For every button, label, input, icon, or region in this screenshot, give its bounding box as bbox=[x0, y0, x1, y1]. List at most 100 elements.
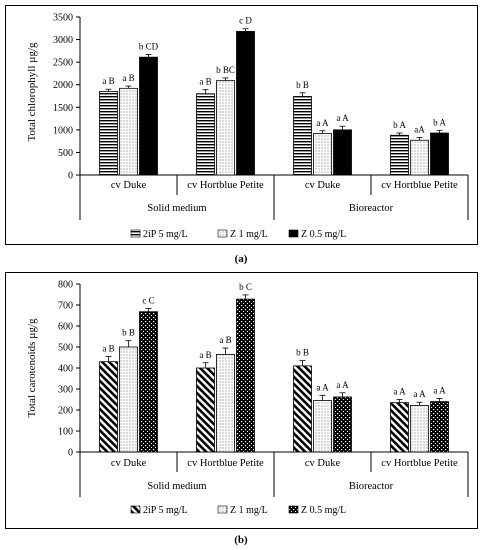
panel-b-significance-label: a B bbox=[219, 335, 231, 345]
panel-b-significance-label: a A bbox=[413, 389, 426, 399]
panel-b-category-label: cv Duke bbox=[305, 458, 341, 469]
panel-b-group-label: Solid medium bbox=[147, 481, 206, 492]
legend-b-label-z1: Z 1 mg/L bbox=[230, 505, 268, 516]
panel-b-group-label: Bioreactor bbox=[349, 481, 394, 492]
panel-a-significance-label: b A bbox=[433, 117, 446, 127]
panel-a-frame bbox=[5, 5, 478, 245]
panel-a-significance-label: a B bbox=[102, 76, 114, 86]
panel-a-bar bbox=[390, 134, 409, 176]
panel-b-bar bbox=[390, 402, 409, 453]
panel-a-bar bbox=[333, 129, 352, 176]
panel-a-group-label: Bioreactor bbox=[349, 203, 394, 214]
panel-b-category-label: cv Hortblue Petite bbox=[187, 458, 264, 469]
panel-b-significance-label: b B bbox=[122, 328, 135, 338]
panel-b-category-label: cv Hortblue Petite bbox=[381, 458, 458, 469]
panel-a-significance-label: b BC bbox=[216, 65, 235, 75]
legend-b-swatch-z1 bbox=[217, 505, 228, 514]
panel-a-y-tick-label: 500 bbox=[58, 148, 73, 159]
panel-a-caption: (a) bbox=[235, 253, 248, 265]
panel-b-significance-label: a A bbox=[393, 387, 406, 397]
legend-a-swatch-2ip bbox=[130, 229, 141, 238]
panel-a-category-label: cv Hortblue Petite bbox=[187, 180, 264, 191]
panel-a-plot: 0 500 1000 1500 2000 2500 3000 3500 cv Duke cv Ho… bbox=[53, 13, 469, 220]
legend-a-label-2ip: 2iP 5 mg/L bbox=[143, 229, 188, 240]
panel-a-bar bbox=[293, 96, 312, 176]
panel-a-significance-label: a B bbox=[122, 73, 134, 83]
legend-a-swatch-z1 bbox=[217, 229, 228, 238]
panel-b-bar bbox=[410, 404, 429, 453]
panel-a-category-label: cv Duke bbox=[305, 180, 341, 191]
panel-b: Total carotenoids µg/g 0 100 200 300 400 500 6… bbox=[5, 272, 478, 529]
panel-b-y-tick-label: 600 bbox=[58, 322, 73, 333]
panel-b-bar bbox=[236, 298, 255, 453]
panel-b-y-tick-label: 100 bbox=[58, 427, 73, 438]
panel-b-y-tick-label: 800 bbox=[58, 280, 73, 291]
legend-b-swatch-z05 bbox=[288, 505, 299, 514]
panel-b-significance-label: b B bbox=[296, 348, 309, 358]
panel-a-bar bbox=[99, 91, 118, 176]
panel-b-bar bbox=[216, 353, 235, 453]
panel-b-y-tick-label: 300 bbox=[58, 385, 73, 396]
panel-a-y-tick-label: 1500 bbox=[53, 103, 73, 114]
legend-b-label-z05: Z 0.5 mg/L bbox=[301, 505, 346, 516]
panel-b-significance-label: b C bbox=[239, 282, 252, 292]
panel-b-plot: 0 100 200 300 400 500 600 700 800 cv Duke cv Hortb… bbox=[58, 280, 469, 497]
panel-b-bar bbox=[119, 346, 138, 453]
panel-b-bar bbox=[196, 367, 215, 453]
panel-a: Total chlorophyll µg/g 0 500 1000 1500 2000 2… bbox=[5, 5, 478, 245]
panel-a-group-label: Solid medium bbox=[147, 203, 206, 214]
panel-a-y-tick-label: 0 bbox=[68, 171, 73, 182]
panel-a-bar bbox=[119, 87, 138, 176]
panel-a-significance-label: a B bbox=[199, 77, 211, 87]
panel-b-significance-label: a A bbox=[433, 385, 446, 395]
panel-b-frame bbox=[5, 272, 478, 529]
legend-a-label-z1: Z 1 mg/L bbox=[230, 229, 268, 240]
panel-a-bar bbox=[216, 80, 235, 176]
panel-b-significance-label: a B bbox=[102, 343, 114, 353]
panel-a-bar bbox=[430, 132, 449, 176]
panel-a-y-tick-label: 3500 bbox=[53, 13, 73, 24]
legend-b-label-2ip: 2iP 5 mg/L bbox=[143, 505, 188, 516]
panel-a-bar bbox=[236, 31, 255, 176]
panel-a-ylabel: Total chlorophyll µg/g bbox=[26, 42, 38, 142]
panel-b-significance-label: c C bbox=[142, 296, 154, 306]
panel-b-y-tick-label: 700 bbox=[58, 301, 73, 312]
panel-a-significance-label: a A bbox=[316, 118, 329, 128]
legend-b-swatch-2ip bbox=[130, 505, 141, 514]
panel-b-ylabel: Total carotenoids µg/g bbox=[26, 318, 38, 418]
panel-b-bar bbox=[139, 311, 158, 453]
panel-b-caption: (b) bbox=[234, 534, 248, 546]
panel-a-significance-label: a A bbox=[336, 113, 349, 123]
panel-b-bar bbox=[430, 401, 449, 453]
panel-a-y-tick-label: 2500 bbox=[53, 58, 73, 69]
panel-a-legend: 2iP 5 mg/L Z 1 mg/L Z 0.5 mg/L bbox=[130, 229, 346, 240]
legend-a-label-z05: Z 0.5 mg/L bbox=[301, 229, 346, 240]
legend-a-swatch-z05 bbox=[288, 229, 299, 238]
panel-b-y-tick-label: 200 bbox=[58, 406, 73, 417]
panel-a-bar bbox=[139, 56, 158, 176]
panel-a-significance-label: c D bbox=[239, 16, 252, 26]
panel-a-category-label: cv Hortblue Petite bbox=[381, 180, 458, 191]
panel-b-bar bbox=[99, 361, 118, 453]
panel-a-significance-label: b B bbox=[296, 80, 309, 90]
panel-a-bar bbox=[313, 133, 332, 176]
panel-a-significance-label: aA bbox=[414, 125, 425, 135]
panel-b-significance-label: a A bbox=[336, 380, 349, 390]
panel-a-bar bbox=[196, 93, 215, 176]
panel-b-bar bbox=[333, 396, 352, 453]
panel-a-y-tick-label: 2000 bbox=[53, 80, 73, 91]
panel-b-y-tick-label: 400 bbox=[58, 364, 73, 375]
panel-b-category-label: cv Duke bbox=[111, 458, 147, 469]
panel-b-significance-label: a A bbox=[316, 382, 329, 392]
panel-b-significance-label: a B bbox=[199, 350, 211, 360]
panel-b-y-tick-label: 0 bbox=[68, 448, 73, 459]
panel-a-bar bbox=[410, 139, 429, 176]
panel-b-legend: 2iP 5 mg/L Z 1 mg/L Z 0.5 mg/L bbox=[130, 505, 346, 516]
panel-b-bar bbox=[293, 365, 312, 453]
panel-b-bar bbox=[313, 400, 332, 453]
panel-a-significance-label: b A bbox=[393, 120, 406, 130]
panel-a-category-label: cv Duke bbox=[111, 180, 147, 191]
panel-b-y-tick-label: 500 bbox=[58, 343, 73, 354]
panel-a-y-tick-label: 3000 bbox=[53, 35, 73, 46]
